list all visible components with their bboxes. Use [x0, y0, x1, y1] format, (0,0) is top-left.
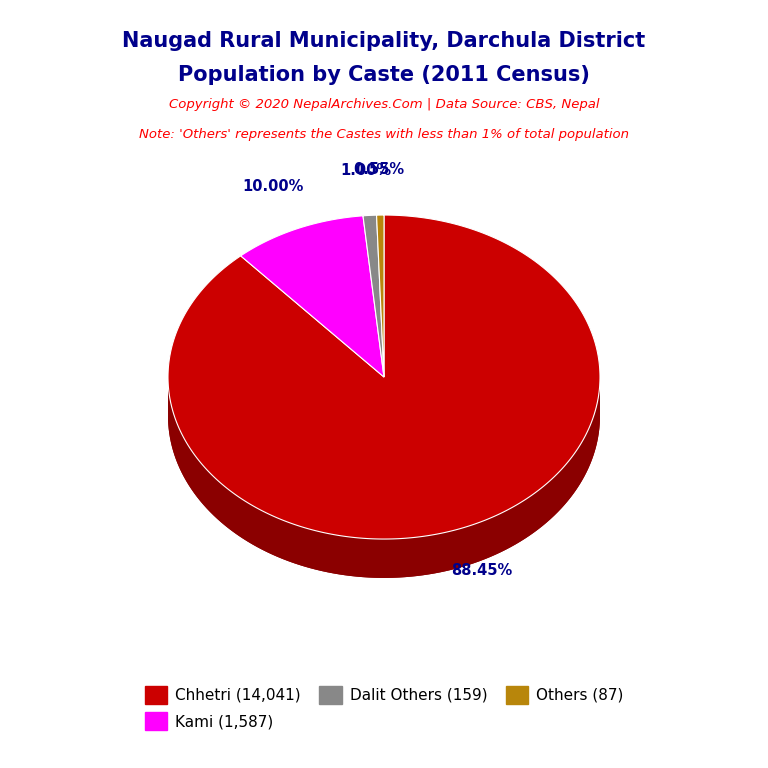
- Text: 1.00%: 1.00%: [340, 163, 392, 177]
- Polygon shape: [168, 376, 600, 578]
- Text: Note: 'Others' represents the Castes with less than 1% of total population: Note: 'Others' represents the Castes wit…: [139, 128, 629, 141]
- Text: Population by Caste (2011 Census): Population by Caste (2011 Census): [178, 65, 590, 85]
- Text: 10.00%: 10.00%: [243, 180, 304, 194]
- Polygon shape: [168, 416, 600, 578]
- Polygon shape: [240, 216, 384, 377]
- Legend: Chhetri (14,041), Kami (1,587), Dalit Others (159), Others (87): Chhetri (14,041), Kami (1,587), Dalit Ot…: [138, 680, 630, 737]
- Text: 88.45%: 88.45%: [452, 564, 513, 578]
- Polygon shape: [363, 215, 384, 377]
- Polygon shape: [168, 215, 600, 539]
- Polygon shape: [376, 215, 384, 377]
- Text: Copyright © 2020 NepalArchives.Com | Data Source: CBS, Nepal: Copyright © 2020 NepalArchives.Com | Dat…: [169, 98, 599, 111]
- Text: Naugad Rural Municipality, Darchula District: Naugad Rural Municipality, Darchula Dist…: [122, 31, 646, 51]
- Text: 0.55%: 0.55%: [354, 162, 405, 177]
